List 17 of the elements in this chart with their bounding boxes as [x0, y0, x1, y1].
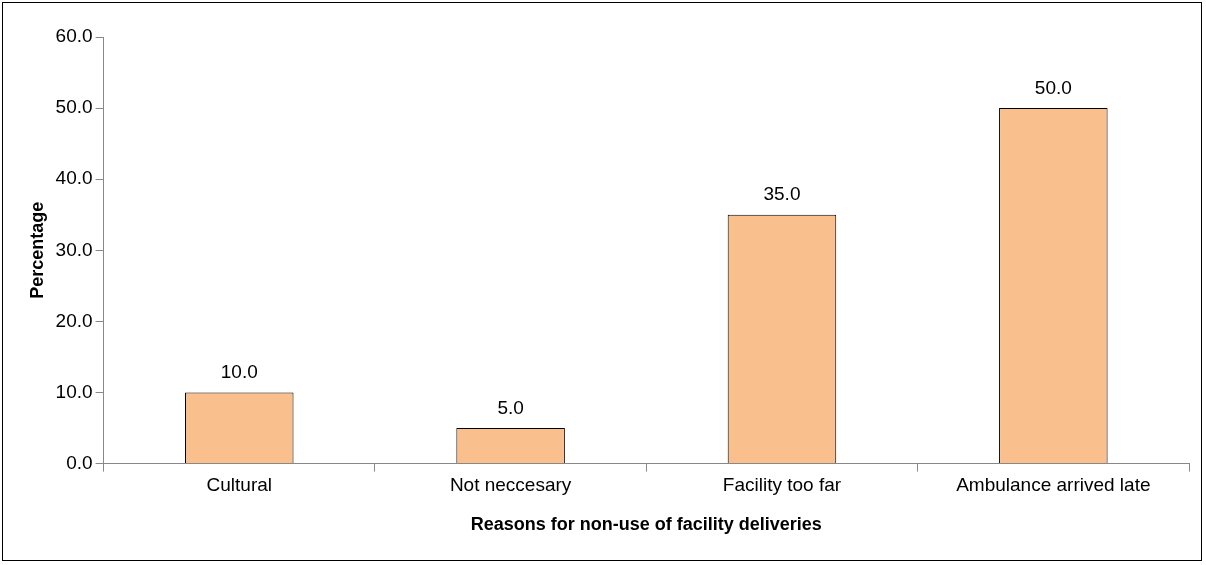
y-tick-label: 40.0: [55, 167, 93, 189]
x-tick-label: Ambulance arrived late: [956, 474, 1151, 496]
y-tick-label: 50.0: [55, 96, 93, 118]
y-tick-label: 0.0: [66, 451, 93, 473]
data-label: 5.0: [497, 396, 524, 418]
y-tick-label: 60.0: [55, 25, 93, 47]
y-tick-label: 20.0: [55, 309, 93, 331]
x-tick-label: Cultural: [206, 474, 272, 496]
data-label: 10.0: [220, 361, 258, 383]
x-axis-title: Reasons for non-use of facility deliveries: [470, 514, 822, 535]
x-tick-label: Not neccesary: [449, 474, 572, 496]
data-label: 35.0: [763, 183, 801, 205]
y-tick-label: 10.0: [55, 380, 93, 402]
x-tick-label: Facility too far: [722, 474, 842, 496]
y-tick-label: 30.0: [55, 238, 93, 260]
data-label: 50.0: [1034, 76, 1072, 98]
y-axis-title: Percentage: [26, 201, 47, 299]
